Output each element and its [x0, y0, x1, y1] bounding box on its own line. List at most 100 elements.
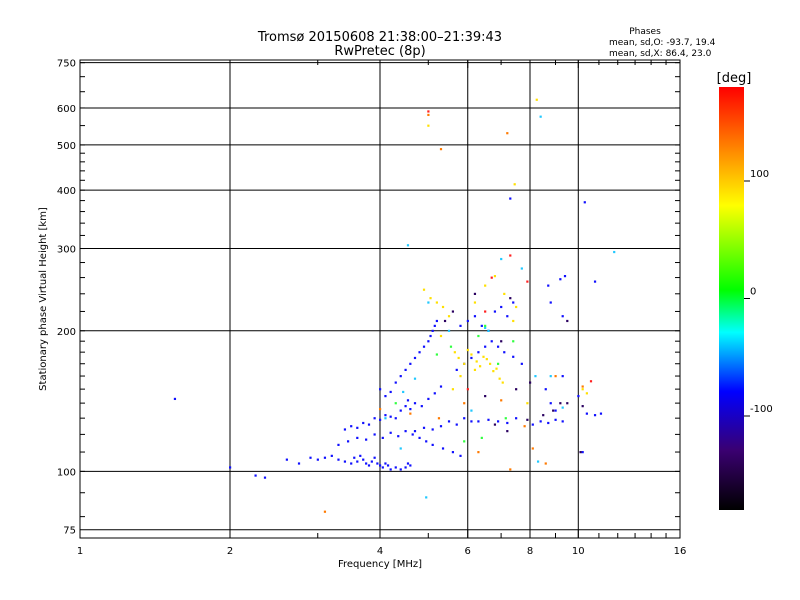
data-point: [411, 433, 414, 436]
data-point: [561, 375, 564, 378]
data-point: [439, 425, 443, 428]
data-point: [490, 340, 493, 343]
data-point: [433, 392, 436, 395]
data-point: [559, 278, 562, 281]
data-point: [437, 417, 441, 420]
data-point: [480, 436, 483, 439]
data-point: [549, 301, 552, 304]
plot-frame: [79, 59, 681, 539]
data-point: [427, 113, 430, 117]
data-point: [402, 390, 405, 394]
data-point: [496, 362, 500, 365]
data-point: [493, 310, 497, 313]
data-point: [404, 405, 407, 408]
data-point: [447, 315, 451, 318]
y-tick-label: 100: [57, 467, 76, 478]
data-point: [561, 406, 564, 409]
phase-stats-heading: Phases: [629, 27, 661, 37]
data-point: [585, 392, 588, 395]
data-point: [323, 456, 327, 459]
data-point: [413, 402, 417, 405]
data-point: [477, 451, 480, 454]
data-point: [439, 334, 443, 338]
data-point: [455, 368, 458, 371]
data-point: [455, 423, 458, 426]
data-point: [484, 310, 487, 313]
data-point: [359, 454, 362, 457]
data-point: [463, 417, 466, 420]
data-point: [561, 315, 564, 318]
data-point: [427, 397, 430, 401]
data-point: [362, 458, 365, 461]
data-point: [506, 421, 509, 425]
x-tick-label: 16: [674, 546, 687, 557]
data-point: [529, 381, 532, 384]
data-point: [566, 402, 569, 405]
data-point: [439, 148, 443, 151]
data-point: [539, 115, 542, 118]
data-point: [473, 315, 477, 318]
data-point: [453, 351, 456, 354]
data-point: [506, 430, 509, 433]
data-point: [599, 412, 603, 415]
data-point: [429, 334, 432, 338]
data-point: [554, 418, 557, 421]
data-point: [470, 409, 473, 412]
data-point: [367, 464, 371, 467]
x-tick-label: 2: [227, 546, 233, 557]
data-point: [536, 460, 540, 463]
data-point: [435, 319, 438, 323]
y-tick-label: 500: [57, 141, 76, 152]
data-point: [477, 420, 480, 423]
data-point: [459, 375, 462, 378]
data-point: [394, 466, 397, 469]
data-point: [554, 375, 557, 378]
data-point: [504, 417, 507, 420]
data-point: [229, 466, 232, 469]
y-tick-label: 400: [57, 186, 76, 197]
data-point: [503, 351, 506, 354]
data-point: [399, 468, 402, 471]
data-point: [484, 326, 487, 329]
data-point: [500, 399, 503, 402]
data-point: [581, 388, 584, 391]
data-point: [406, 462, 410, 465]
data-point: [487, 329, 490, 332]
data-point: [399, 447, 402, 450]
data-point: [509, 468, 512, 471]
data-point: [523, 425, 526, 428]
data-point: [561, 420, 564, 423]
data-point: [544, 388, 547, 391]
data-point: [473, 368, 477, 371]
data-point: [451, 388, 455, 391]
data-point: [470, 356, 473, 360]
data-point: [409, 464, 412, 467]
y-axis-label: Stationary phase Virtual Height [km]: [38, 207, 49, 391]
colorbar-tick-label: 0: [750, 287, 756, 298]
data-point: [484, 345, 487, 348]
y-tick-label: 300: [57, 245, 76, 256]
data-point: [389, 431, 392, 434]
data-point: [563, 275, 567, 278]
data-point: [484, 284, 487, 287]
data-point: [406, 244, 410, 247]
data-point: [427, 110, 430, 113]
data-point: [365, 462, 368, 465]
data-point: [399, 409, 402, 412]
data-point: [473, 301, 477, 304]
data-point: [581, 385, 584, 388]
data-point: [512, 340, 515, 343]
colorbar-tick-label: 100: [750, 169, 769, 180]
data-point: [559, 402, 562, 405]
data-point: [463, 440, 466, 443]
data-point: [480, 324, 483, 327]
data-point: [500, 257, 503, 261]
data-point: [356, 426, 359, 429]
data-point: [297, 462, 301, 465]
data-point: [552, 409, 555, 412]
data-point: [470, 420, 473, 423]
data-point: [593, 414, 597, 417]
data-point: [515, 388, 518, 391]
data-point: [323, 510, 327, 513]
data-point: [379, 388, 382, 391]
